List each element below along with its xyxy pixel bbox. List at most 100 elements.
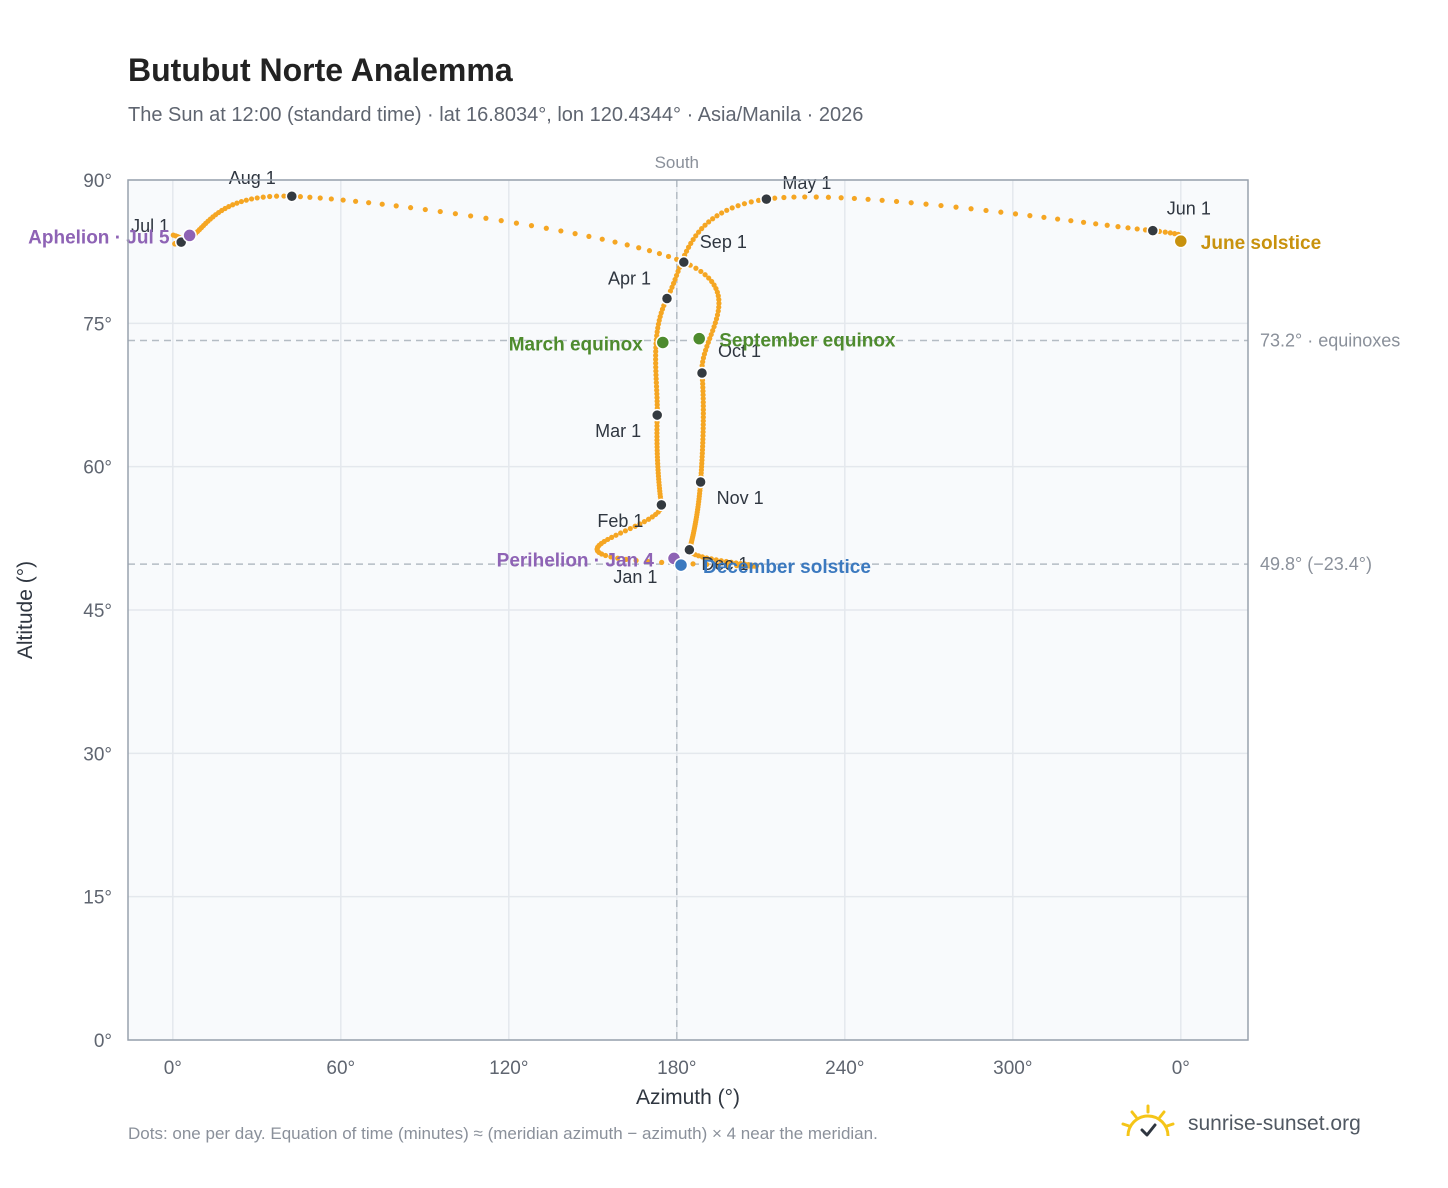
daily-dot (226, 203, 232, 210)
month-marker-dot (655, 498, 668, 512)
daily-dot (656, 250, 663, 257)
daily-dot (623, 556, 629, 562)
altitude-reference-label: 49.8° (−23.4°) (1260, 554, 1372, 574)
month-marker-label: Oct 1 (718, 341, 761, 361)
month-marker-label: Dec 1 (701, 554, 748, 574)
daily-dot (704, 561, 710, 568)
daily-dot (865, 196, 871, 202)
chart-subtitle: The Sun at 12:00 (standard time) · lat 1… (128, 104, 864, 126)
x-axis-title: Azimuth (°) (636, 1086, 740, 1109)
daily-dot (1068, 218, 1074, 224)
y-tick-label: 90° (83, 171, 112, 192)
sun-logo-icon (1121, 1104, 1175, 1137)
daily-dot (710, 216, 716, 222)
month-marker-label: Jul 1 (131, 216, 169, 236)
daily-dot (838, 195, 844, 201)
daily-dot (707, 335, 713, 342)
axis-tick-labels: 0° 60° 120° 180° 240° 300° 0° 0° 15° 30° 45° 60° 75°… (83, 171, 1190, 1079)
daily-dot (716, 296, 722, 303)
daily-dot (653, 352, 659, 359)
x-tick-label: 60° (326, 1058, 355, 1079)
daily-dot (781, 194, 787, 201)
month-markers: Jan 1 Feb 1 Mar 1 Apr 1 May 1 Jun 1 Jul 1 Aug 1… (131, 168, 1211, 587)
daily-dot (1055, 216, 1061, 222)
daily-dot (234, 200, 240, 206)
daily-dot (968, 206, 974, 212)
daily-dot (734, 563, 740, 569)
daily-dot (923, 201, 929, 207)
daily-dot (653, 376, 659, 382)
daily-dot (243, 197, 249, 203)
daily-dot (230, 202, 236, 208)
daily-dot (653, 364, 659, 370)
daily-dot (670, 280, 677, 286)
daily-dot (699, 554, 706, 560)
daily-dot (273, 193, 280, 199)
daily-dot (297, 194, 303, 200)
daily-dot (254, 195, 260, 201)
x-tick-label: 180° (657, 1058, 696, 1079)
daily-dot (393, 203, 399, 209)
daily-dot (613, 532, 619, 538)
daily-dot (704, 343, 710, 349)
daily-dot (700, 433, 706, 439)
daily-dot (938, 202, 944, 209)
daily-dot (700, 392, 706, 398)
daily-dot (735, 203, 741, 209)
daily-dot (715, 308, 721, 314)
daily-dot (437, 208, 443, 215)
brand[interactable]: sunrise-sunset.org (1120, 1102, 1410, 1146)
daily-dot (646, 248, 653, 254)
daily-dot (654, 329, 660, 335)
daily-dot (685, 244, 692, 250)
daily-dot (749, 563, 755, 569)
daily-dot (700, 422, 706, 428)
daily-dot (1012, 211, 1019, 217)
daily-dot (624, 242, 630, 248)
daily-dot (1125, 225, 1131, 231)
daily-dot (700, 399, 706, 405)
daily-dot (622, 528, 629, 534)
daily-dot (748, 199, 754, 205)
month-marker-label: Nov 1 (717, 488, 764, 508)
daily-dot (772, 195, 778, 201)
daily-dot (983, 207, 989, 214)
daily-dot (645, 516, 652, 522)
daily-dot (654, 387, 660, 393)
daily-dot (1115, 224, 1121, 230)
daily-dot (317, 195, 323, 201)
daily-dot (723, 558, 729, 565)
daily-dot (745, 563, 752, 569)
daily-dot (700, 425, 706, 431)
month-marker-dot (695, 366, 709, 380)
daily-dot (654, 391, 660, 397)
y-axis-title: Altitude (°) (14, 561, 37, 659)
daily-dot (1162, 229, 1168, 235)
daily-dot (528, 223, 535, 229)
daily-dot (908, 200, 914, 206)
daily-dot (654, 423, 660, 429)
daily-dot (665, 253, 672, 260)
x-tick-label: 0° (164, 1058, 182, 1079)
event-marker-dot (673, 557, 689, 573)
daily-dot (615, 555, 621, 561)
daily-dot (700, 388, 706, 394)
month-marker-dot (650, 408, 664, 422)
daily-dot (713, 557, 719, 563)
y-tick-label: 0° (94, 1031, 112, 1052)
daily-dot (407, 205, 414, 211)
daily-dot (719, 210, 725, 216)
daily-dot (340, 197, 346, 203)
daily-dot (653, 348, 659, 355)
event-label: Aphelion · Jul 5 (28, 227, 170, 248)
y-tick-label: 45° (83, 601, 112, 622)
daily-dot (673, 272, 680, 279)
daily-dot (379, 201, 385, 207)
event-marker-dot (691, 331, 707, 346)
daily-dot (605, 536, 611, 543)
daily-dot (700, 395, 706, 402)
event-marker-dot (182, 228, 197, 243)
daily-dot (998, 209, 1004, 215)
month-marker-label: Mar 1 (595, 421, 641, 441)
